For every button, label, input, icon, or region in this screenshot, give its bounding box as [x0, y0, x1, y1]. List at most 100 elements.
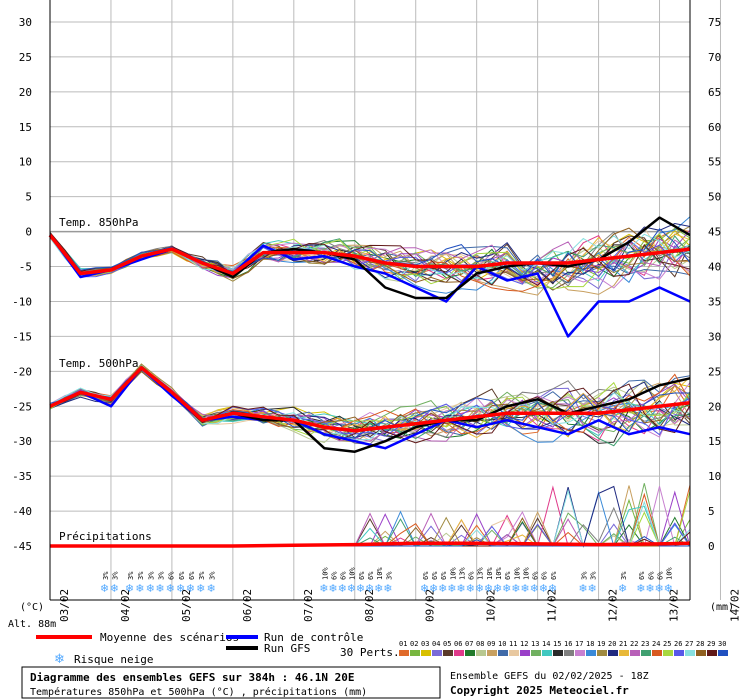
snow-risk-percent: 6% — [168, 571, 176, 580]
snowflake-icon: ❄ — [146, 582, 155, 595]
pert-number: 11 — [509, 640, 517, 648]
snowflake-icon: ❄ — [456, 582, 465, 595]
snowflake-icon: ❄ — [347, 582, 356, 595]
left-tick-label: -45 — [12, 540, 32, 553]
run-label: Ensemble GEFS du 02/02/2025 - 18Z — [450, 671, 649, 682]
pert-number: 10 — [498, 640, 506, 648]
x-tick-label: 11/02 — [546, 589, 559, 622]
pert-number: 19 — [597, 640, 605, 648]
snow-risk-percent: 6% — [188, 571, 196, 580]
panel-label-precip: Précipitations — [59, 530, 152, 543]
title-box — [21, 666, 441, 699]
snow-risk-percent: 10% — [522, 567, 530, 580]
right-tick-label: 55 — [708, 156, 721, 169]
snow-risk-percent: 6% — [532, 571, 540, 580]
snow-risk-percent: 10% — [513, 567, 521, 580]
panel-label-t850: Temp. 850hPa — [59, 216, 138, 229]
snowflake-icon: ❄ — [539, 582, 548, 595]
legend: Moyenne des scénarios Run de contrôle Ru… — [36, 631, 728, 667]
snow-risk-percent: 3% — [127, 571, 135, 580]
right-axis-unit: (mm) — [710, 602, 734, 613]
right-tick-label: 35 — [708, 295, 721, 308]
pert-number: 24 — [652, 640, 660, 648]
snowflake-icon: ❄ — [338, 582, 347, 595]
series-line-t500 — [49, 366, 691, 433]
snowflake-icon: ❄ — [645, 582, 654, 595]
right-tick-label: 70 — [708, 51, 721, 64]
snow-risk-percent: 6% — [178, 571, 186, 580]
snow-risk-percent: 6% — [647, 571, 655, 580]
left-tick-label: 5 — [25, 191, 32, 204]
legend-gfs-label: Run GFS — [264, 642, 310, 655]
snow-risk-percent: 10% — [486, 567, 494, 580]
ensemble-member-line — [49, 368, 691, 443]
snowflake-icon: ❄ — [166, 582, 175, 595]
snowflake-icon: ❄ — [664, 582, 673, 595]
left-tick-label: -5 — [19, 261, 32, 274]
snow-risk-percent: 13% — [477, 567, 485, 580]
snow-risk-percent: 3% — [198, 571, 206, 580]
pert-number: 20 — [608, 640, 616, 648]
right-tick-label: 40 — [708, 261, 721, 274]
snow-risk-percent: 6% — [340, 571, 348, 580]
pert-number: 13 — [531, 640, 539, 648]
pert-color-swatch — [652, 650, 662, 656]
snowflake-icon: ❄ — [511, 582, 520, 595]
snowflake-icon: ❄ — [135, 582, 144, 595]
pert-number: 18 — [586, 640, 594, 648]
snow-risk-percent: 10% — [495, 567, 503, 580]
left-tick-label: -40 — [12, 505, 32, 518]
grid — [49, 0, 721, 600]
right-tick-label: 75 — [708, 16, 721, 29]
snow-risk-percent: 6% — [367, 571, 375, 580]
pert-number: 07 — [465, 640, 473, 648]
pert-color-swatch — [575, 650, 585, 656]
x-tick-label: 05/02 — [180, 589, 193, 622]
snow-risk-percent: 3% — [137, 571, 145, 580]
pert-number: 23 — [641, 640, 649, 648]
snowflake-icon: ❄ — [100, 582, 109, 595]
pert-number: 06 — [454, 640, 462, 648]
snowflake-icon: ❄ — [587, 582, 596, 595]
snow-risk-percent: 10% — [376, 567, 384, 580]
snow-risk-percent: 3% — [112, 571, 120, 580]
pert-color-swatch — [399, 650, 409, 656]
panel-label-t500: Temp. 500hPa — [59, 357, 138, 370]
snowflake-icon: ❄ — [196, 582, 205, 595]
pert-number: 05 — [443, 640, 451, 648]
snow-risk-percent: 6% — [550, 571, 558, 580]
pert-number: 09 — [487, 640, 495, 648]
snow-risk-percent: 6% — [541, 571, 549, 580]
right-tick-label: 65 — [708, 86, 721, 99]
snowflake-icon: ❄ — [520, 582, 529, 595]
pert-color-swatch — [432, 650, 442, 656]
pert-number: 03 — [421, 640, 429, 648]
left-tick-label: 15 — [19, 121, 32, 134]
pert-color-swatch — [509, 650, 519, 656]
pert-color-swatch — [597, 650, 607, 656]
snowflake-icon: ❄ — [548, 582, 557, 595]
right-tick-label: 30 — [708, 330, 721, 343]
pert-number: 25 — [663, 640, 671, 648]
right-tick-label: 5 — [708, 505, 715, 518]
pert-color-swatch — [465, 650, 475, 656]
snowflake-icon: ❄ — [420, 582, 429, 595]
pert-color-swatch — [619, 650, 629, 656]
pert-color-swatch — [685, 650, 695, 656]
snowflake-icon: ❄ — [176, 582, 185, 595]
left-tick-label: -15 — [12, 330, 32, 343]
pert-color-swatch — [476, 650, 486, 656]
copyright: Copyright 2025 Meteociel.fr — [450, 684, 629, 697]
x-tick-label: 07/02 — [302, 589, 315, 622]
pert-color-swatch — [443, 650, 453, 656]
snowflake-icon: ❄ — [493, 582, 502, 595]
snow-risk-percent: 3% — [209, 571, 217, 580]
left-tick-label: -35 — [12, 470, 32, 483]
pert-color-swatch — [531, 650, 541, 656]
legend-perts-label: 30 Perts. — [340, 646, 400, 659]
pert-color-swatch — [454, 650, 464, 656]
snow-risk-percent: 6% — [468, 571, 476, 580]
pert-color-swatch — [674, 650, 684, 656]
right-tick-label: 25 — [708, 365, 721, 378]
right-tick-label: 10 — [708, 470, 721, 483]
